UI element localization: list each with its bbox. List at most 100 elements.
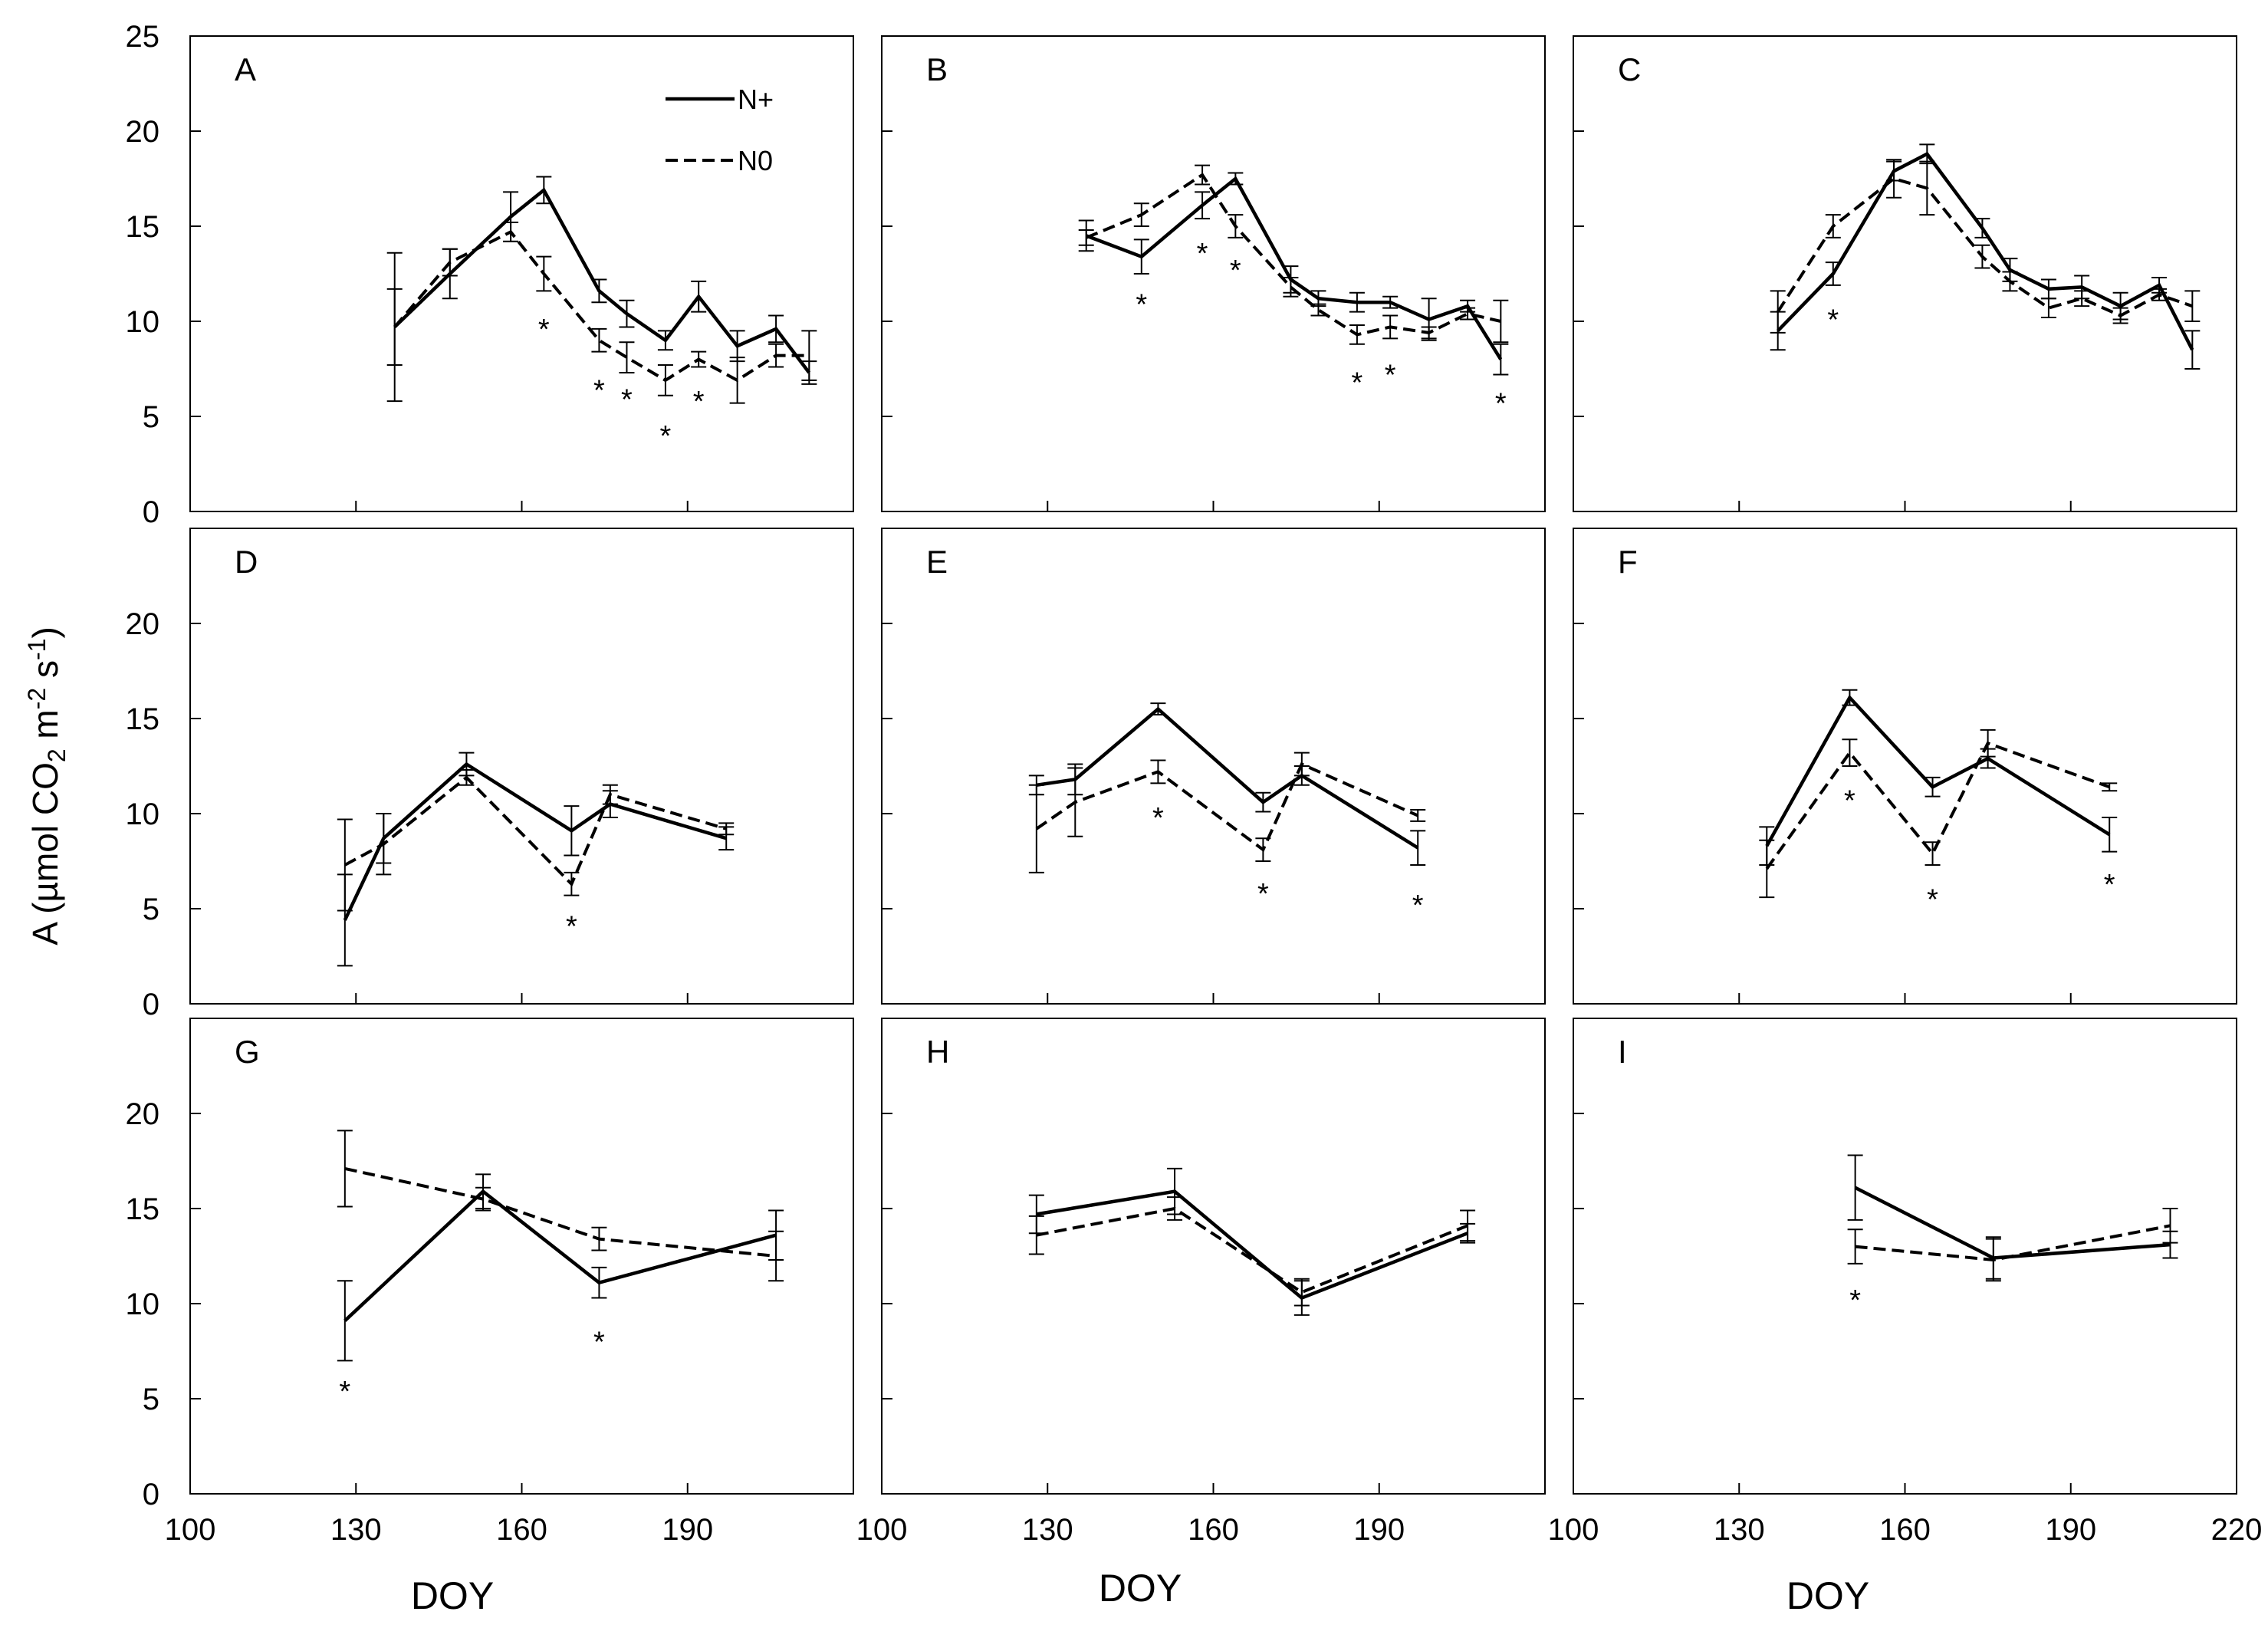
panel-g-series-n-plus — [337, 1173, 784, 1362]
y-tick-label: 0 — [143, 988, 159, 1021]
panel-g-label: G — [235, 1034, 260, 1070]
series-line — [1036, 706, 1419, 850]
x-tick-label: 190 — [662, 1513, 713, 1547]
x-tick-label: 100 — [856, 1513, 908, 1547]
y-tick-label: 20 — [126, 607, 160, 641]
y-tick-label: 10 — [126, 1288, 160, 1321]
panel-b-label: B — [926, 51, 948, 87]
significance-star: * — [1412, 890, 1424, 922]
y-tick-label: 20 — [126, 1097, 160, 1131]
panel-e-label: E — [926, 544, 948, 580]
series-line — [343, 775, 727, 887]
panel-f-series-n-plus — [1759, 689, 2118, 866]
y-tick-label: 0 — [143, 495, 159, 529]
panel-g: 0 5 10 15 20 100 130 160 190 G * * — [126, 1018, 854, 1547]
panel-f-label: F — [1618, 544, 1638, 580]
panel-a: 0 5 10 15 20 25 A * * * * * N+ N0 — [126, 20, 854, 529]
panel-d-frame — [189, 528, 854, 1005]
y-tick-label: 0 — [143, 1478, 159, 1511]
y-tick-label: 25 — [126, 20, 160, 54]
panel-d-series-n-plus — [337, 752, 735, 967]
legend-label-n-plus: N+ — [738, 84, 774, 115]
panel-h: 100 130 160 190 H — [856, 1018, 1546, 1547]
x-tick-label: 100 — [1548, 1513, 1599, 1547]
y-tick-label: 15 — [126, 1192, 160, 1226]
series-line — [1777, 151, 2194, 351]
significance-star: * — [1385, 359, 1396, 391]
panel-b-series-n-plus — [1078, 172, 1509, 376]
legend: N+ N0 — [666, 84, 774, 176]
series-line — [1854, 1186, 2171, 1260]
significance-star: * — [1152, 802, 1164, 834]
x-tick-label: 160 — [1879, 1513, 1931, 1547]
series-line — [1765, 741, 2110, 870]
panel-b-frame — [881, 35, 1546, 512]
significance-star: * — [621, 384, 633, 416]
panel-h-frame — [881, 1018, 1546, 1495]
series-line — [344, 1166, 777, 1258]
x-tick-label: 190 — [2045, 1513, 2096, 1547]
significance-star: * — [1927, 884, 1938, 916]
x-tick-label: 190 — [1353, 1513, 1405, 1547]
panel-c-label: C — [1618, 51, 1641, 87]
panel-a-series-n-plus — [386, 176, 817, 403]
panel-h-label: H — [926, 1034, 949, 1070]
series-line — [1085, 173, 1501, 337]
y-axis-title-mid: m — [25, 709, 65, 748]
series-line — [1765, 694, 2111, 847]
significance-star: * — [339, 1376, 350, 1408]
significance-star: * — [566, 910, 577, 942]
panel-h-series-n-plus — [1028, 1167, 1476, 1316]
panel-f-frame — [1573, 528, 2237, 1005]
panel-d-series-n0 — [337, 768, 735, 912]
significance-star: * — [593, 1327, 605, 1359]
panel-c-series-n-plus — [1770, 143, 2201, 370]
y-tick-label: 15 — [126, 702, 160, 736]
y-tick-label: 5 — [143, 400, 159, 434]
x-axis-title-col2: DOY — [1099, 1567, 1182, 1610]
series-line — [1035, 761, 1419, 853]
panel-c: C* — [1573, 35, 2237, 512]
x-tick-label: 100 — [165, 1513, 216, 1547]
panel-i-label: I — [1618, 1034, 1627, 1070]
significance-star: * — [538, 314, 550, 346]
legend-label-n0: N0 — [738, 145, 773, 176]
y-tick-label: 5 — [143, 1383, 159, 1416]
significance-star: * — [1230, 255, 1241, 287]
significance-star: * — [2104, 869, 2115, 901]
significance-star: * — [1257, 878, 1269, 910]
x-tick-label: 160 — [1188, 1513, 1239, 1547]
panel-i: 100 130 160 190 220 I * — [1548, 1018, 2263, 1547]
x-axis-title-col3: DOY — [1786, 1574, 1869, 1617]
x-tick-label: 220 — [2211, 1513, 2263, 1547]
significance-star: * — [693, 386, 705, 418]
series-line — [343, 1189, 777, 1322]
significance-star: * — [660, 420, 672, 452]
panel-d: 0 5 10 15 20 D * — [126, 528, 854, 1021]
y-tick-label: 20 — [126, 115, 160, 149]
x-axis-title-col1: DOY — [411, 1574, 494, 1617]
panel-g-frame — [189, 1018, 854, 1495]
series-line — [343, 761, 727, 921]
series-line — [1855, 1224, 2171, 1262]
panel-i-series-n-plus — [1847, 1154, 2178, 1280]
panel-b: B * * * * * * — [881, 35, 1546, 512]
y-tick-label: 10 — [126, 305, 160, 339]
panel-e-frame — [881, 528, 1546, 1005]
panel-f: F * * * — [1573, 528, 2237, 1005]
significance-star: * — [1849, 1284, 1861, 1317]
y-axis-title-mid2: s — [25, 660, 65, 688]
significance-star: * — [593, 374, 605, 406]
significance-star: * — [1136, 289, 1147, 321]
x-tick-label: 160 — [496, 1513, 547, 1547]
significance-star: * — [1844, 785, 1855, 817]
series-line — [393, 229, 810, 383]
series-line — [393, 187, 811, 374]
y-tick-label: 15 — [126, 210, 160, 244]
panel-c-frame — [1573, 35, 2237, 512]
y-axis-title-sup-s: -1 — [23, 639, 51, 660]
y-axis-title-sub: 2 — [43, 748, 71, 762]
panel-h-series-n0 — [1028, 1196, 1476, 1307]
